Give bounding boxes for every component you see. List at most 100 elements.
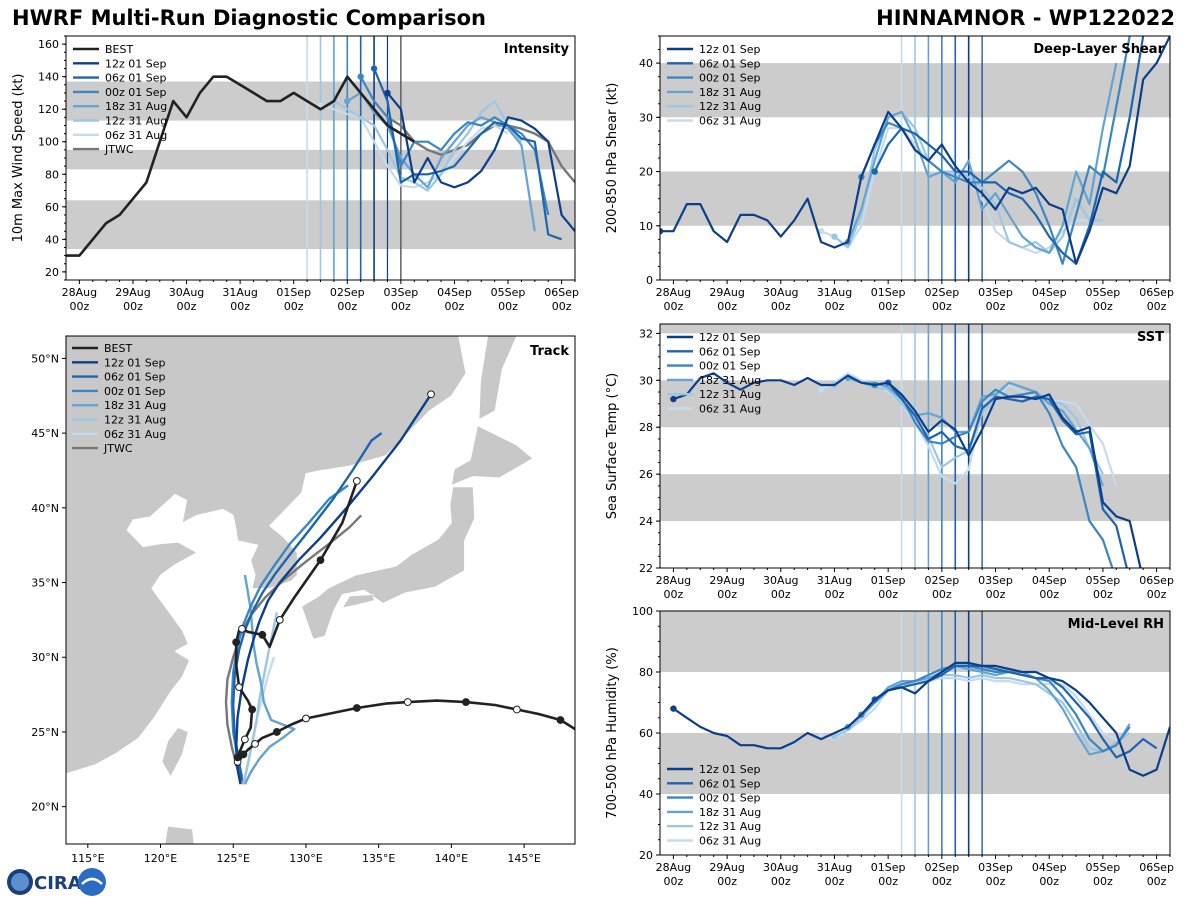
best-track-marker (462, 698, 470, 706)
y-tick-label: 140 (38, 71, 59, 84)
best-track-marker (272, 728, 281, 736)
best-track-marker (232, 638, 241, 647)
init-point (670, 395, 677, 403)
x-tick-label: 01Sep (276, 286, 311, 299)
y-axis-label: 200-850 hPa Shear (kt) (605, 83, 620, 234)
x-tick-label: 03Sep (384, 286, 419, 299)
legend-label: 12z 31 Aug (105, 115, 167, 128)
x-tick-label: 00z (552, 300, 572, 313)
legend-label: BEST (104, 342, 132, 355)
x-tick-label: 00z (1093, 588, 1113, 601)
x-tick-label: 02Sep (924, 574, 959, 587)
legend-label: JTWC (104, 143, 134, 156)
y-tick-label: 20 (639, 166, 653, 179)
legend-label: 00z 01 Sep (699, 792, 761, 805)
best-track-marker (233, 753, 242, 762)
x-tick-label: 125°E (217, 852, 250, 865)
y-tick-label: 60 (639, 727, 653, 740)
x-tick-label: 00z (932, 588, 952, 601)
x-tick-label: 00z (284, 300, 304, 313)
x-tick-label: 00z (664, 875, 684, 888)
init-point (831, 233, 838, 240)
x-tick-label: 00z (664, 588, 684, 601)
x-tick-label: 00z (337, 300, 357, 313)
best-track-marker (352, 704, 361, 712)
mainland (66, 336, 467, 775)
y-tick-label: 24 (639, 515, 653, 528)
y-axis-label: Sea Surface Temp (°C) (605, 373, 620, 520)
series-line-12z-01-sep (660, 36, 1170, 265)
x-tick-label: 00z (391, 300, 411, 313)
x-tick-label: 04Sep (1032, 574, 1067, 587)
hainan (0, 807, 30, 837)
legend-label: 12z 31 Aug (699, 100, 761, 113)
best-track-marker (235, 683, 243, 692)
sakhalin (478, 336, 518, 421)
cira-logo: CIRA (4, 866, 108, 898)
series-group (660, 36, 1170, 265)
panel-intensity: 2040608010012014016028Aug00z29Aug00z30Au… (11, 35, 579, 313)
legend-label: 18z 31 Aug (699, 374, 761, 387)
best-track-marker (238, 624, 246, 633)
luzon (164, 825, 195, 844)
x-tick-label: 00z (878, 300, 898, 313)
y-tick-label: 100 (632, 605, 653, 618)
legend-label: 18z 31 Aug (699, 86, 761, 99)
series-line-best (66, 75, 415, 257)
y-tick-label: 35°N (31, 577, 59, 590)
y-tick-label: 32 (639, 327, 653, 340)
y-axis-label: 700-500 hPa Humidity (%) (605, 647, 620, 819)
x-tick-label: 31Aug (817, 574, 852, 587)
legend-label: 00z 01 Sep (699, 360, 761, 373)
y-tick-label: 30°N (31, 651, 59, 664)
panel-shear: 01020304028Aug00z29Aug00z30Aug00z31Aug00… (605, 35, 1174, 313)
x-tick-label: 04Sep (437, 286, 472, 299)
x-tick-label: 00z (932, 300, 952, 313)
init-point (344, 97, 351, 105)
x-tick-label: 00z (1147, 588, 1167, 601)
series-line-06z-01-sep (873, 36, 1145, 265)
legend-label: 12z 01 Sep (104, 356, 166, 369)
x-tick-label: 00z (1093, 875, 1113, 888)
x-tick-label: 28Aug (62, 286, 97, 299)
panel-label: Deep-Layer Shear (1033, 42, 1164, 57)
x-tick-label: 06Sep (1139, 286, 1174, 299)
x-tick-label: 00z (717, 300, 737, 313)
x-tick-label: 03Sep (978, 861, 1013, 874)
y-tick-label: 20°N (31, 801, 59, 814)
x-tick-label: 00z (825, 875, 845, 888)
legend-label: 12z 01 Sep (699, 43, 761, 56)
x-tick-label: 00z (932, 875, 952, 888)
y-tick-label: 40°N (31, 502, 59, 515)
x-tick-label: 28Aug (656, 286, 691, 299)
x-tick-label: 01Sep (871, 286, 906, 299)
x-tick-label: 05Sep (1086, 574, 1121, 587)
x-tick-label: 01Sep (871, 861, 906, 874)
axes-frame (65, 335, 576, 845)
x-tick-label: 04Sep (1032, 286, 1067, 299)
best-track-marker (579, 736, 586, 743)
japan-hokkaido (450, 425, 534, 487)
legend-label: 06z 01 Sep (699, 57, 761, 70)
series-group (670, 661, 1170, 777)
legend-label: 12z 01 Sep (699, 331, 761, 344)
legend-label: BEST (105, 43, 133, 56)
japan-shikoku (341, 594, 375, 609)
x-tick-label: 00z (1147, 875, 1167, 888)
legend-label: JTWC (103, 442, 133, 455)
x-tick-label: 29Aug (709, 861, 744, 874)
legend-label: 18z 31 Aug (104, 399, 166, 412)
x-tick-label: 00z (717, 588, 737, 601)
legend-label: 12z 31 Aug (104, 414, 166, 427)
x-tick-label: 29Aug (709, 286, 744, 299)
y-tick-label: 28 (639, 421, 653, 434)
x-tick-label: 00z (986, 875, 1006, 888)
panel-label: Mid-Level RH (1068, 617, 1164, 632)
legend-label: 06z 31 Aug (699, 403, 761, 416)
x-tick-label: 31Aug (817, 861, 852, 874)
y-tick-label: 20 (639, 849, 653, 862)
japan-honshu (301, 486, 476, 640)
track-00z-01-sep (230, 484, 349, 778)
best-track-marker (352, 477, 361, 485)
